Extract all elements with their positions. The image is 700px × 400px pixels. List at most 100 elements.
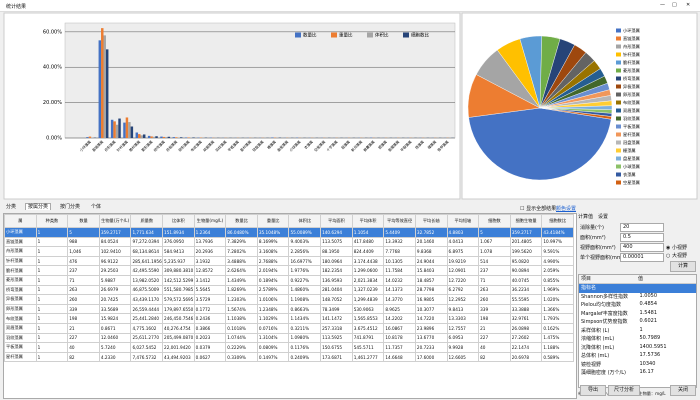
x-tick-label: 栅藻属 xyxy=(266,139,277,150)
legend-swatch xyxy=(616,148,621,153)
bar xyxy=(88,136,92,138)
tab[interactable]: 个体 xyxy=(91,204,102,210)
legend-swatch xyxy=(616,100,621,105)
legend-label: 细胞数比 xyxy=(411,32,429,39)
action-button[interactable]: 关闭 xyxy=(670,385,696,396)
field-input[interactable]: 400 xyxy=(620,243,664,252)
stats-row[interactable]: 浓缩体积 (mL) 50.7989 xyxy=(579,335,696,344)
cell: 26,559.4444 xyxy=(130,303,164,315)
action-button[interactable]: 尺寸分析 xyxy=(608,385,640,396)
cell: 21 xyxy=(478,322,511,334)
bar xyxy=(142,134,146,138)
cell: 5.4409 xyxy=(383,227,416,238)
cell: 201.4805 xyxy=(509,236,543,248)
legend-label: 平板藻属 xyxy=(623,123,640,130)
column-header: 质量数 xyxy=(130,214,164,228)
action-button[interactable]: 导出 xyxy=(580,385,606,396)
cell: 205,499.0870 xyxy=(162,332,195,344)
field-input[interactable]: 20 xyxy=(620,223,664,232)
tab[interactable]: 按门分类 xyxy=(60,204,81,210)
cell: 1 xyxy=(35,303,69,315)
cell: 15.8403 xyxy=(414,265,448,276)
field-row: 面积(mm²) 0.5 xyxy=(578,232,697,242)
stats-row[interactable]: Margalef丰富度指数 1.5481 xyxy=(579,310,696,319)
cell: 0.2409% xyxy=(288,351,322,363)
minimize[interactable]: — xyxy=(660,2,665,8)
cell: 15.9824 xyxy=(98,313,132,324)
table-row[interactable]: 羽纹藻属 1 227 12.0460 25,611.2770 205,499.0870 0.… xyxy=(4,332,574,344)
maximize[interactable]: □ xyxy=(672,2,677,8)
table-row[interactable]: 菱形藻属 1 71 5.9887 13,982.0520 142,512.5299 3.14… xyxy=(4,274,574,286)
cell: 1,299.4839 xyxy=(351,294,385,305)
cell: 9.4003% xyxy=(288,236,322,248)
table-row[interactable]: 桥弯藻属 1 263 26.6979 46,875.5009 551,580.7985 5.… xyxy=(4,284,574,296)
table-row[interactable]: 星杆藻属 1 82 4.2330 7,476.5732 43,494.9203 0.0627… xyxy=(4,351,574,363)
stats-cell: 1 xyxy=(639,326,643,333)
bar xyxy=(140,135,143,138)
panel-tab[interactable]: 设置 xyxy=(598,214,609,220)
stats-row[interactable]: 沉降体积 (mL) 1400.5951 xyxy=(579,344,696,353)
table-row[interactable]: 异极藻属 1 260 20.7425 43,439.1170 579,572.5695 3.… xyxy=(4,294,574,305)
tab[interactable]: 按属分类 xyxy=(25,203,52,210)
table-row[interactable]: 双眉藻属 1 21 0.8671 4,775.1602 40,276.4754 0.3866… xyxy=(4,322,574,334)
cell: 3.4888% xyxy=(225,255,258,267)
table-row[interactable]: 小环藻属 1 5 359.2717 1,771.634 151.8934 1.2364 86.… xyxy=(4,227,574,238)
field-label: 视野面积(mm²) xyxy=(580,245,616,251)
table-row[interactable]: 直链藻属 1 988 84.0524 97,272.0394 376.0950 13.793… xyxy=(4,236,574,248)
cell: 46,875.5009 xyxy=(130,284,164,296)
cell: 1 xyxy=(35,342,69,353)
close[interactable]: ✕ xyxy=(686,2,691,8)
table-row[interactable]: 布纹藻属 1 198 15.9824 25,441.2840 246,450.7546 0.… xyxy=(4,313,574,324)
cell: 20.6978 xyxy=(509,351,543,363)
cell: 小环藻属 xyxy=(4,227,37,238)
stats-row[interactable]: 总体积 (mL) 17.5736 xyxy=(579,352,696,361)
cell: 1.0106% xyxy=(256,294,290,305)
stats-row[interactable]: Shannon多样性指数 1.0050 xyxy=(579,293,696,302)
cell: 1.1038% xyxy=(225,313,258,324)
cell: 0.1176% xyxy=(288,342,322,353)
legend-swatch xyxy=(616,44,621,49)
panel-tab[interactable]: 计算值 xyxy=(578,214,594,220)
cell: 13.3303 xyxy=(446,313,480,324)
tab[interactable]: 分类 xyxy=(6,204,17,210)
field-input[interactable]: 0.00001 xyxy=(620,253,664,262)
stats-cell: 镜检视野 xyxy=(581,361,602,368)
legend-swatch xyxy=(616,124,621,129)
radio[interactable]: ○ 大视野 xyxy=(666,253,687,259)
stats-row[interactable]: 采样体积 (L) 1 xyxy=(579,327,696,336)
legend-swatch xyxy=(616,140,621,145)
stats-row[interactable]: Pielou均匀度指数 0.4854 xyxy=(579,301,696,310)
stats-row[interactable]: 指标名 xyxy=(579,284,696,293)
stats-row[interactable]: Simpson优势度指数 0.6021 xyxy=(579,318,696,327)
radio[interactable]: ◉ 小视野 xyxy=(666,245,687,251)
color-link[interactable]: 颜色设置 xyxy=(556,206,577,212)
cell: 4.8803 xyxy=(446,227,480,238)
cell: 1 xyxy=(35,246,69,257)
stats-row[interactable]: 藻细胞密度 (万个/L) 16.17 xyxy=(579,369,696,378)
cell: 5.5645 xyxy=(193,284,227,296)
show-all[interactable]: ☐ 显示全部结果 xyxy=(520,206,557,212)
table-row[interactable]: 平板藻属 1 40 5.7240 6,027.5452 22,001.9420 0.0379… xyxy=(4,342,574,353)
compute-button[interactable]: 计算 xyxy=(670,261,696,272)
cell: 257.3318 xyxy=(320,322,353,334)
table-row[interactable]: 针杆藻属 1 476 96.9122 285,641.1956 5,235.937 3.19… xyxy=(4,255,574,267)
bar xyxy=(150,136,153,138)
legend-swatch xyxy=(616,84,621,89)
cell: 针杆藻属 xyxy=(4,255,37,267)
bar xyxy=(91,137,94,138)
table-row[interactable]: 卵形藻属 1 339 33.5689 26,559.4444 179,897.6550 0.… xyxy=(4,303,574,315)
table-row[interactable]: 舟形藻属 1 1,046 102.9410 68,134.8614 584.9413 20.… xyxy=(4,246,574,257)
cell: 1.188% xyxy=(541,342,574,353)
stats-cell: 16.17 xyxy=(639,369,654,375)
table-row[interactable]: 脆杆藻属 1 237 29.2503 42,495.5590 309,880.3810 12… xyxy=(4,265,574,276)
cell: 12.8572 xyxy=(193,265,227,276)
column-header: 数量比 xyxy=(225,214,258,228)
cell: 卵形藻属 xyxy=(4,303,37,315)
cell: 43,439.1170 xyxy=(130,294,164,305)
cell: 12.7557 xyxy=(446,322,480,334)
stats-row[interactable]: 镜检视野 10340 xyxy=(579,361,696,370)
field-input[interactable]: 0.5 xyxy=(620,233,664,242)
legend-label: 衣藻属 xyxy=(623,171,636,178)
cell: 741.8791 xyxy=(351,332,385,344)
column-header: 平均面积 xyxy=(320,214,353,228)
